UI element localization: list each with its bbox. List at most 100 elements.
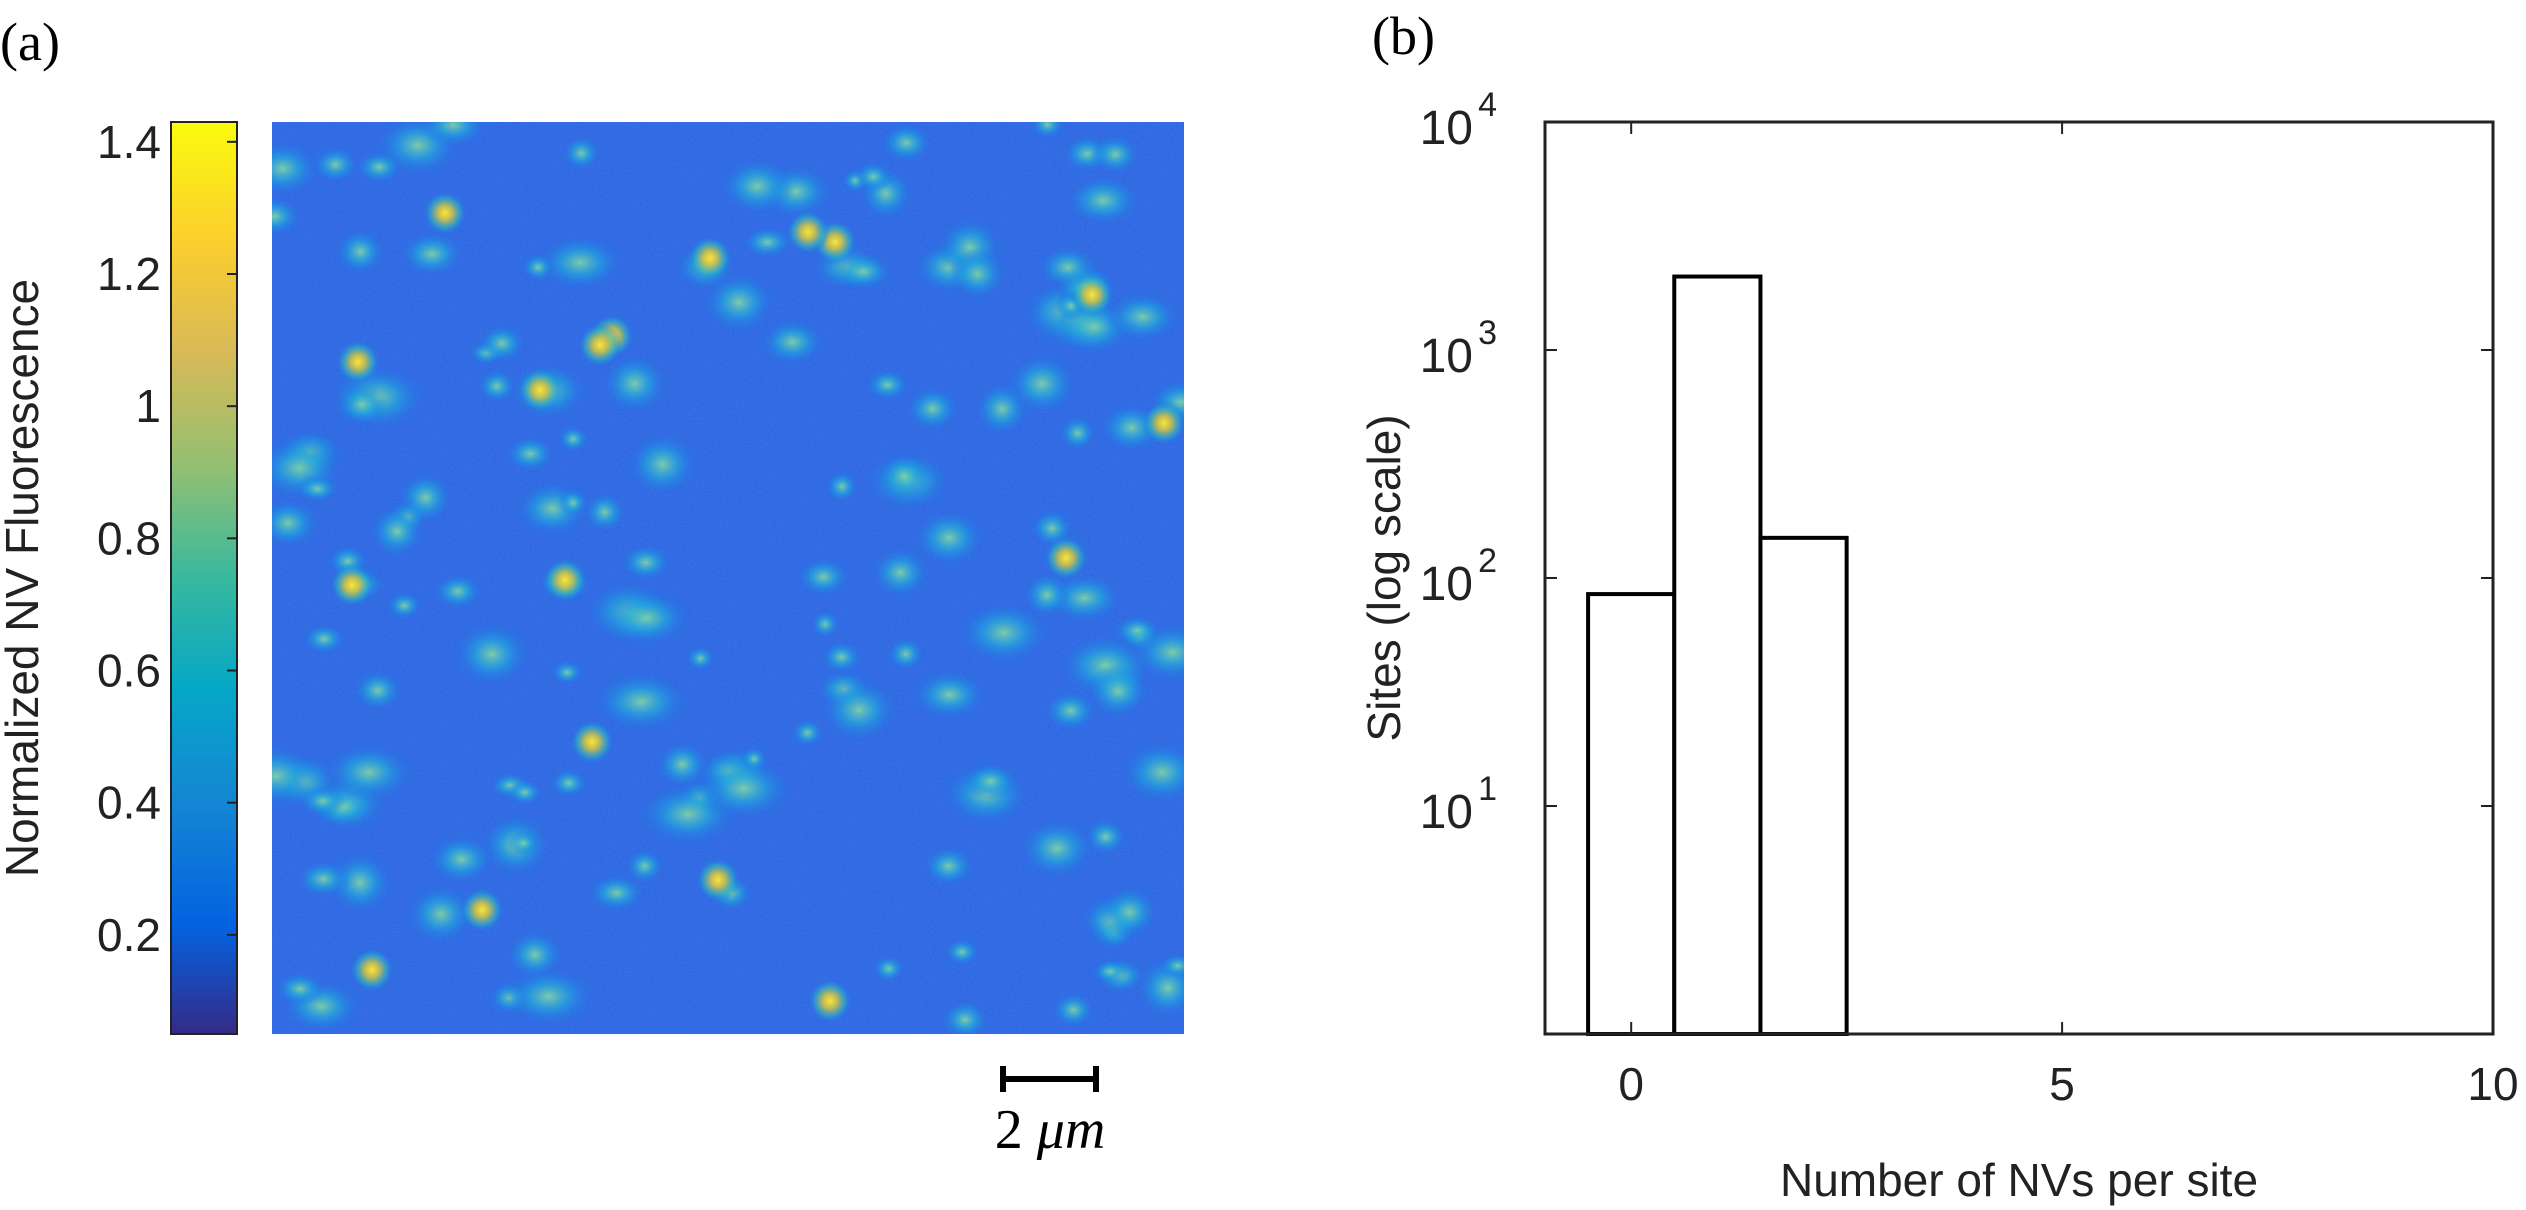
fluorescence-spot <box>355 150 403 184</box>
bright-fluorescence-spot <box>336 340 380 384</box>
fluorescence-spot <box>1066 175 1141 226</box>
bright-fluorescence-spot <box>460 888 504 932</box>
bright-fluorescence-spot <box>786 210 830 254</box>
histogram-bar <box>1586 592 1677 1036</box>
y-tick-label: 10 <box>1420 330 1473 383</box>
fluorescence-spots <box>272 122 1184 1034</box>
x-axis-label: Number of NVs per site <box>1780 1154 2258 1206</box>
fluorescence-image <box>272 122 1184 1034</box>
scale-bar: 2 μm <box>995 1066 1106 1161</box>
fluorescence-spot <box>760 318 825 366</box>
fluorescence-spot <box>386 591 423 620</box>
y-axis-label: Sites (log scale) <box>1358 414 1410 741</box>
bright-fluorescence-spot <box>1044 536 1088 580</box>
fluorescence-spot <box>274 971 326 1006</box>
fluorescence-spot <box>1086 664 1150 718</box>
fluorescence-spot <box>557 425 589 453</box>
fluorescence-spot <box>879 453 930 499</box>
colorbar-ticks: 0.2 0.4 0.6 0.8 1 1.2 1.4 <box>97 116 237 961</box>
fluorescence-spot <box>1101 885 1159 939</box>
fluorescence-spot <box>477 368 517 404</box>
fluorescence-spot <box>1043 690 1098 732</box>
fluorescence-spot <box>428 834 495 885</box>
fluorescence-spot <box>272 196 302 237</box>
fluorescence-spot <box>742 226 793 259</box>
fluorescence-spot <box>328 851 392 914</box>
x-tick-label: 0 <box>1618 1058 1644 1110</box>
fluorescence-spot <box>1092 959 1128 984</box>
fluorescence-spot <box>1019 818 1095 879</box>
bright-fluorescence-spot <box>570 720 614 764</box>
fluorescence-spot <box>336 383 388 426</box>
fluorescence-spot <box>1121 741 1184 804</box>
fluorescence-spot <box>335 228 385 275</box>
fluorescence-spot <box>302 623 346 655</box>
fluorescence-spot <box>1113 615 1161 646</box>
fluorescence-spot <box>702 272 776 333</box>
panel-a-label: (a) <box>0 12 60 72</box>
fluorescence-spot <box>1159 953 1184 979</box>
bright-fluorescence-spot <box>518 368 562 412</box>
fluorescence-spot <box>865 368 910 401</box>
fluorescence-spot <box>296 860 351 898</box>
fluorescence-spot <box>453 622 531 686</box>
colorbar: 0.2 0.4 0.6 0.8 1 1.2 1.4 <box>97 116 238 1035</box>
histogram-bar <box>1758 535 1849 1036</box>
fluorescence-spot <box>1007 353 1077 415</box>
fluorescence-spot <box>406 884 475 945</box>
x-axis-ticks: 0 5 10 <box>1618 122 2519 1110</box>
fluorescence-spot <box>796 557 850 597</box>
fluorescence-spot <box>1029 122 1066 140</box>
fluorescence-spot <box>625 848 665 884</box>
fluorescence-spot <box>562 135 601 171</box>
histogram-bars <box>1586 274 1849 1036</box>
fluorescence-spot <box>913 509 985 567</box>
y-tick-label: 10 <box>1420 786 1473 839</box>
fluorescence-spot <box>296 475 339 503</box>
fluorescence-spot <box>872 955 905 983</box>
scale-bar-number: 2 <box>995 1099 1023 1161</box>
fluorescence-spot <box>922 845 975 887</box>
bright-fluorescence-spot <box>688 236 732 280</box>
colorbar-tick-label: 1.4 <box>97 116 161 168</box>
fluorescence-spot <box>324 743 414 802</box>
fluorescence-spot <box>419 122 487 147</box>
fluorescence-spot <box>536 235 624 290</box>
fluorescence-spot <box>272 498 320 548</box>
scale-bar-label: 2 μm <box>995 1099 1106 1161</box>
fluorescence-spot <box>912 670 987 720</box>
bright-fluorescence-spot <box>1142 401 1184 445</box>
fluorescence-spot <box>791 718 824 747</box>
fluorescence-spot <box>1023 572 1071 618</box>
fluorescence-spot <box>821 640 862 674</box>
y-tick-exponent: 2 <box>1478 542 1497 580</box>
fluorescence-spot <box>558 488 588 517</box>
fluorescence-spot <box>312 146 359 184</box>
fluorescence-spot <box>506 929 563 980</box>
fluorescence-spot <box>620 544 672 581</box>
fluorescence-spot <box>583 491 626 533</box>
fluorescence-spot <box>399 231 465 277</box>
bright-fluorescence-spot <box>696 858 740 902</box>
fluorescence-spot <box>854 161 893 192</box>
fluorescence-spot <box>695 757 792 820</box>
fluorescence-spot <box>655 740 709 789</box>
colorbar-tick-label: 0.2 <box>97 909 161 961</box>
fluorescence-spot <box>880 122 932 164</box>
fluorescence-spot <box>1105 291 1180 342</box>
fluorescence-spot <box>398 472 453 524</box>
y-tick-exponent: 1 <box>1478 770 1497 808</box>
fluorescence-spot <box>905 386 960 432</box>
panel-b-label: (b) <box>1372 6 1435 66</box>
fluorescence-spot <box>958 601 1049 664</box>
bright-fluorescence-spot <box>423 191 467 235</box>
fluorescence-spot <box>433 573 483 610</box>
fluorescence-spot <box>601 353 668 414</box>
fluorescence-spot <box>477 324 526 363</box>
fluorescence-spot <box>810 610 840 638</box>
scale-bar-unit: μm <box>1036 1099 1106 1161</box>
fluorescence-spot <box>627 433 698 496</box>
fluorescence-spot <box>353 669 403 712</box>
bright-fluorescence-spot <box>543 558 587 602</box>
